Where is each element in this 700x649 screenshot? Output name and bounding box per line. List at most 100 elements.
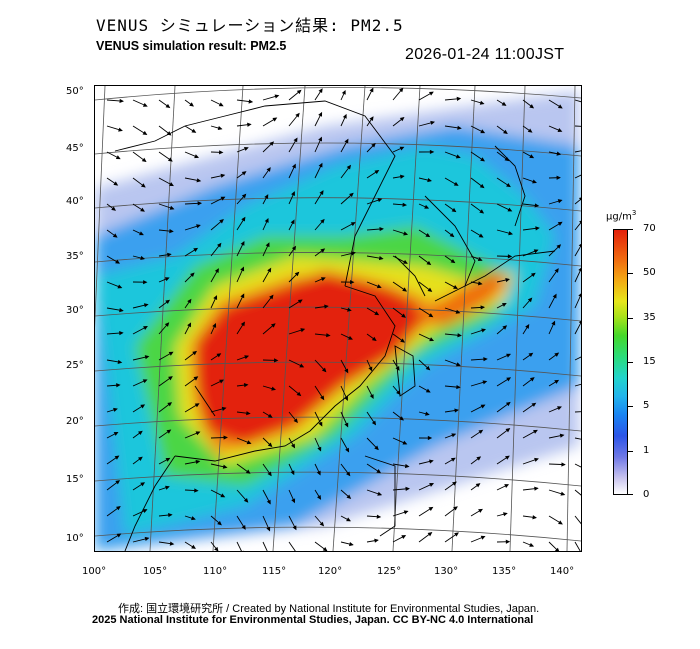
wind-arrowhead xyxy=(291,443,296,449)
wind-arrowhead xyxy=(453,506,458,511)
wind-arrowhead xyxy=(143,303,149,308)
wind-arrow xyxy=(574,411,581,413)
wind-arrowhead xyxy=(455,309,461,314)
wind-arrowhead xyxy=(247,122,252,127)
wind-arrowhead xyxy=(273,358,279,363)
wind-vectors xyxy=(106,87,581,551)
wind-arrowhead xyxy=(118,127,123,132)
colorbar-tick: 15 xyxy=(643,356,656,367)
wind-arrowhead xyxy=(525,324,530,329)
wind-arrowhead xyxy=(196,178,202,183)
wind-arrowhead xyxy=(450,457,456,462)
wind-arrowhead xyxy=(144,355,150,360)
wind-arrowhead xyxy=(529,104,535,109)
wind-arrowhead xyxy=(429,483,435,487)
wind-arrowhead xyxy=(194,488,199,493)
wind-arrowhead xyxy=(140,482,146,487)
wind-arrowhead xyxy=(296,391,302,397)
wind-arrowhead xyxy=(350,280,355,285)
title-english: VENUS simulation result: PM2.5 xyxy=(96,39,287,53)
wind-arrowhead xyxy=(344,138,349,144)
wind-arrowhead xyxy=(371,336,377,341)
wind-arrowhead xyxy=(113,181,119,186)
lat-label: 35° xyxy=(66,251,84,262)
lat-label: 10° xyxy=(66,533,84,544)
wind-arrowhead xyxy=(266,167,271,172)
wind-arrowhead xyxy=(317,446,322,452)
wind-arrowhead xyxy=(291,163,296,169)
wind-arrowhead xyxy=(374,311,380,316)
wind-arrowhead xyxy=(240,293,245,299)
wind-arrowhead xyxy=(190,272,195,278)
wind-arrowhead xyxy=(243,383,249,388)
wind-arrowhead xyxy=(424,204,430,209)
wind-arrow xyxy=(574,150,581,153)
wind-arrowhead xyxy=(269,294,274,300)
wind-arrowhead xyxy=(246,411,251,416)
wind-arrow xyxy=(574,515,581,525)
wind-arrowhead xyxy=(316,495,322,500)
wind-arrowhead xyxy=(144,536,150,541)
wind-arrowhead xyxy=(166,429,172,434)
wind-arrowhead xyxy=(533,249,539,254)
pm25-map xyxy=(94,85,582,552)
wind-arrowhead xyxy=(296,89,302,95)
lat-label: 30° xyxy=(66,305,84,316)
wind-arrowhead xyxy=(265,242,270,248)
wind-arrowhead xyxy=(369,87,374,93)
wind-arrowhead xyxy=(557,199,563,204)
wind-arrowhead xyxy=(167,402,173,407)
wind-arrowhead xyxy=(140,183,146,188)
wind-arrowhead xyxy=(164,277,170,282)
wind-arrowhead xyxy=(169,182,174,187)
wind-arrowhead xyxy=(506,377,512,382)
wind-arrowhead xyxy=(556,244,562,249)
wind-arrowhead xyxy=(346,517,351,522)
wind-arrowhead xyxy=(191,516,196,521)
wind-arrowhead xyxy=(376,284,382,289)
wind-arrowhead xyxy=(429,459,434,464)
wind-arrowhead xyxy=(192,350,198,356)
wind-arrowhead xyxy=(266,499,271,505)
wind-arrowhead xyxy=(194,403,200,408)
wind-arrow xyxy=(236,541,242,551)
wind-arrowhead xyxy=(347,307,352,312)
wind-arrowhead xyxy=(396,390,401,395)
wind-arrow xyxy=(574,99,581,103)
colorbar-tick: 1 xyxy=(643,445,650,456)
wind-arrowhead xyxy=(346,471,351,477)
wind-arrowhead xyxy=(479,183,485,189)
wind-arrowhead xyxy=(534,203,540,208)
wind-arrowhead xyxy=(219,379,225,384)
wind-arrowhead xyxy=(266,526,271,532)
wind-arrowhead xyxy=(369,394,374,399)
wind-arrowhead xyxy=(374,169,380,175)
wind-arrowhead xyxy=(557,406,562,411)
wind-arrowhead xyxy=(368,366,373,372)
wind-arrowhead xyxy=(344,368,349,374)
wind-arrowhead xyxy=(427,177,432,183)
wind-arrowhead xyxy=(169,541,175,546)
wind-arrowhead xyxy=(482,380,488,385)
wind-arrowhead xyxy=(479,209,485,214)
wind-arrowhead xyxy=(220,196,226,201)
wind-arrowhead xyxy=(506,182,511,188)
wind-arrowhead xyxy=(291,245,297,251)
wind-arrowhead xyxy=(219,150,224,155)
wind-arrowhead xyxy=(141,157,147,163)
wind-arrowhead xyxy=(294,271,300,277)
timestamp: 2026-01-24 11:00JST xyxy=(405,46,565,63)
lon-label: 135° xyxy=(492,566,517,577)
wind-arrowhead xyxy=(241,171,247,176)
wind-arrowhead xyxy=(425,233,431,238)
wind-arrowhead xyxy=(245,469,251,474)
wind-arrowhead xyxy=(527,128,533,133)
wind-arrow xyxy=(262,541,268,551)
title-japanese: VENUS シミュレーション結果: PM2.5 xyxy=(96,16,404,35)
wind-arrowhead xyxy=(221,406,227,411)
wind-arrow xyxy=(574,174,581,179)
wind-arrowhead xyxy=(507,207,513,212)
wind-arrowhead xyxy=(193,247,199,252)
wind-arrowhead xyxy=(578,243,581,247)
wind-arrowhead xyxy=(554,547,560,551)
